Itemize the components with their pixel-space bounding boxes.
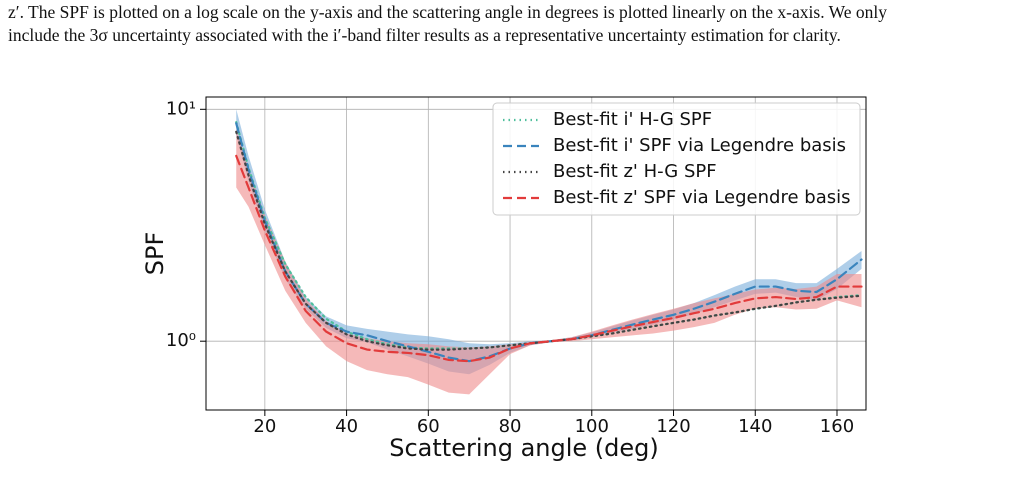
x-tick-label: 140: [738, 416, 772, 437]
y-tick-label: 10¹: [166, 98, 196, 119]
legend-label: Best-fit z' SPF via Legendre basis: [553, 187, 850, 208]
series-line: [235, 154, 863, 363]
legend-box: [492, 102, 861, 216]
legend-label: Best-fit i' H-G SPF: [553, 109, 712, 130]
x-axis-label: Scattering angle (deg): [389, 434, 659, 462]
plot-frame: [205, 96, 867, 411]
plot-area: [235, 109, 863, 395]
x-tick-label: 40: [335, 416, 358, 437]
x-tick-label: 60: [417, 416, 440, 437]
series-line: [235, 122, 863, 363]
paragraph-line: z′. The SPF is plotted on a log scale on…: [8, 2, 888, 22]
legend-label: Best-fit i' SPF via Legendre basis: [553, 135, 846, 156]
x-tick-label: 160: [820, 416, 854, 437]
x-tick-label: 100: [575, 416, 609, 437]
legend-label: Best-fit z' H-G SPF: [553, 161, 717, 182]
y-tick-label: 10⁰: [166, 330, 196, 351]
x-tick-label: 120: [656, 416, 690, 437]
x-tick-label: 20: [253, 416, 276, 437]
paragraph-line: include the 3σ uncertainty associated wi…: [8, 25, 841, 45]
x-tick-label: 80: [499, 416, 522, 437]
y-axis-label: SPF: [141, 232, 169, 276]
